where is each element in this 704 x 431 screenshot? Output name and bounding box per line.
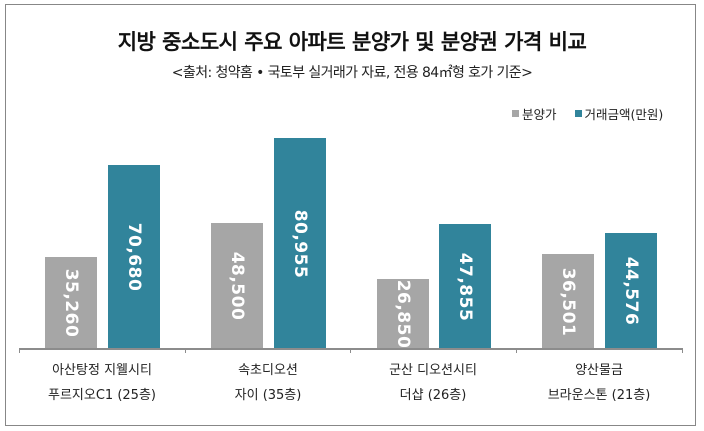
legend: 분양가 거래금액(만원) [512,104,681,122]
bar-value-label: 70,680 [124,222,144,292]
category-line1: 양산물금 [575,363,623,378]
legend-swatch-trade-icon [574,109,582,117]
category-line1: 군산 디오션시티 [389,363,477,378]
x-axis-tick [516,348,517,353]
bar-value-label: 47,855 [455,252,475,321]
bar-trade-2: 80,955 [274,138,326,349]
legend-label-trade: 거래금액(만원) [584,106,664,122]
bar-trade-1: 70,680 [108,165,160,349]
category-label-4: 양산물금 브라운스톤 (21층) [516,358,682,408]
bar-value-label: 80,955 [290,209,310,278]
legend-swatch-sale-icon [512,109,519,117]
category-label-1: 아산탕정 지웰시티 푸르지오C1 (25층) [19,358,185,408]
category-line1: 아산탕정 지웰시티 [52,363,152,378]
bar-value-label: 48,500 [227,251,247,321]
category-line2: 더샵 (26층) [399,388,467,403]
bar-value-label: 36,501 [558,267,578,336]
x-axis-tick [19,348,20,353]
category-line2: 푸르지오C1 (25층) [48,388,156,403]
x-axis [19,348,683,350]
bar-sale-1: 35,260 [45,257,97,349]
x-axis-tick [185,348,186,353]
legend-item-trade: 거래금액(만원) [574,104,664,123]
bar-value-label: 44,576 [621,256,641,326]
x-axis-tick [682,348,683,353]
category-label-3: 군산 디오션시티 더샵 (26층) [350,358,516,408]
chart-subtitle: <출처: 청약홈 • 국토부 실거래가 자료, 전용 84㎡형 호가 기준> [171,65,533,81]
chart-title: 지방 중소도시 주요 아파트 분양가 및 분양권 가격 비교 [117,30,587,54]
bar-value-label: 35,260 [61,268,81,338]
legend-item-sale: 분양가 [512,104,557,123]
bar-sale-3: 26,850 [377,279,429,349]
category-line2: 브라운스톤 (21층) [547,388,651,403]
bar-sale-2: 48,500 [211,223,263,349]
bar-sale-4: 36,501 [542,254,594,349]
x-axis-tick [350,348,351,353]
bar-trade-4: 44,576 [605,233,657,349]
category-line2: 자이 (35층) [234,388,302,403]
category-label-2: 속초디오션 자이 (35층) [185,358,351,408]
legend-label-sale: 분양가 [522,106,557,122]
bar-value-label: 26,850 [393,279,413,349]
category-line1: 속초디오션 [238,363,298,378]
bar-trade-3: 47,855 [439,224,491,349]
